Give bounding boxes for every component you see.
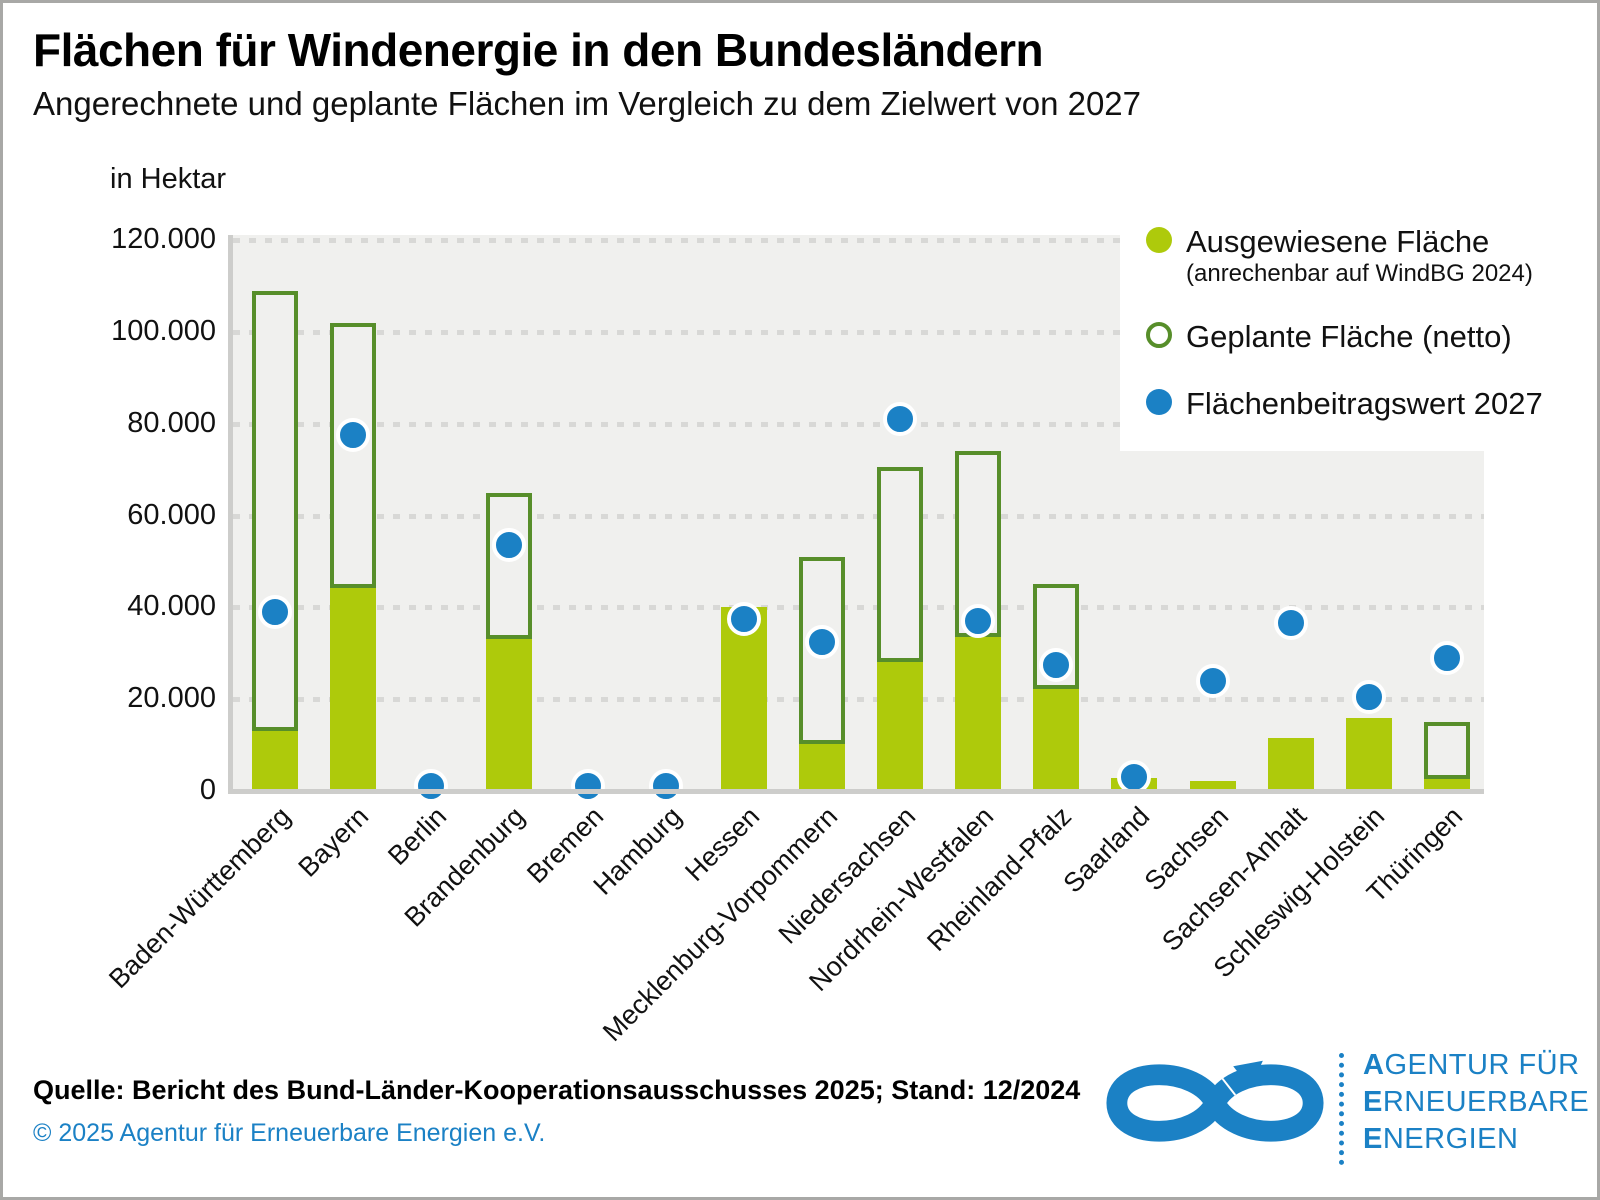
y-tick-label-40000: 40.000	[127, 590, 216, 623]
bar-ausgewiesene-flaeche-Baden-Württemberg	[252, 726, 298, 793]
dot-flaechenbeitragswert-Bayern	[336, 418, 371, 453]
bar-ausgewiesene-flaeche-Thüringen	[1423, 774, 1470, 793]
y-axis-unit-label: in Hektar	[110, 163, 227, 195]
x-axis-baseline	[228, 789, 1484, 794]
logo-line-3: ENERGIEN	[1363, 1123, 1519, 1155]
dot-flaechenbeitragswert-Mecklenburg-Vorpommern	[804, 624, 839, 659]
gridline-100000	[233, 329, 1484, 335]
copyright-note: © 2025 Agentur für Erneuerbare Energien …	[33, 1119, 546, 1147]
bar-geplante-flaeche-Thüringen	[1423, 722, 1470, 779]
y-tick-label-20000: 20.000	[127, 682, 216, 715]
legend	[1120, 211, 1492, 451]
bar-ausgewiesene-flaeche-Nordrhein-Westfalen	[955, 632, 1002, 793]
logo-dotted-divider	[1339, 1053, 1344, 1165]
gridline-40000	[233, 605, 1484, 611]
bar-ausgewiesene-flaeche-Niedersachsen	[877, 657, 923, 793]
logo-wordmark: AGENTUR FÜR ERNEUERBARE ENERGIEN	[1363, 1047, 1589, 1158]
bar-ausgewiesene-flaeche-Sachsen-Anhalt	[1267, 738, 1314, 793]
page-title: Flächen für Windenergie in den Bundeslän…	[33, 24, 1044, 76]
y-tick-label-80000: 80.000	[127, 406, 216, 439]
infinity-arrow-icon	[1106, 1060, 1324, 1142]
gridline-60000	[233, 513, 1484, 519]
page-subtitle: Angerechnete und geplante Flächen im Ver…	[33, 85, 1142, 122]
gridline-20000	[233, 697, 1484, 703]
bar-ausgewiesene-flaeche-Mecklenburg-Vorpommern	[798, 740, 845, 793]
dot-flaechenbeitragswert-Baden-Württemberg	[258, 594, 292, 629]
dot-flaechenbeitragswert-Hessen	[726, 601, 761, 636]
bar-geplante-flaeche-Baden-Württemberg	[252, 290, 298, 731]
agency-logo: AGENTUR FÜR ERNEUERBARE ENERGIEN	[1101, 1041, 1589, 1191]
bar-ausgewiesene-flaeche-Hessen	[720, 607, 767, 793]
bar-ausgewiesene-flaeche-Brandenburg	[486, 634, 533, 793]
y-axis-line	[228, 235, 233, 794]
gridline-120000	[233, 238, 1484, 243]
dot-flaechenbeitragswert-Niedersachsen	[883, 402, 917, 437]
bar-ausgewiesene-flaeche-Bayern	[330, 584, 377, 793]
bar-geplante-flaeche-Brandenburg	[486, 492, 533, 639]
dot-flaechenbeitragswert-Bremen	[570, 769, 605, 804]
bar-geplante-flaeche-Bayern	[330, 322, 377, 589]
dot-flaechenbeitragswert-Sachsen-Anhalt	[1273, 606, 1308, 641]
gridline-80000	[233, 421, 1484, 427]
dot-flaechenbeitragswert-Rheinland-Pfalz	[1039, 647, 1074, 682]
dot-flaechenbeitragswert-Sachsen	[1195, 663, 1230, 698]
legend-marker-flaechenbeitragswert-icon	[1146, 389, 1172, 415]
y-tick-label-0: 0	[199, 774, 216, 806]
logo-line-1: AGENTUR FÜR	[1363, 1049, 1580, 1081]
dot-flaechenbeitragswert-Berlin	[414, 769, 449, 804]
legend-marker-geplante-flaeche-icon	[1146, 322, 1172, 348]
legend-label-flaechenbeitragswert: Flächenbeitragswert 2027	[1186, 386, 1543, 421]
source-note: Quelle: Bericht des Bund-Länder-Kooperat…	[33, 1075, 1081, 1105]
legend-label-geplante-flaeche: Geplante Fläche (netto)	[1186, 319, 1512, 354]
bar-ausgewiesene-flaeche-Schleswig-Holstein	[1345, 717, 1392, 793]
dot-flaechenbeitragswert-Thüringen	[1429, 640, 1464, 675]
dot-flaechenbeitragswert-Hamburg	[648, 769, 683, 804]
legend-label-ausgewiesene-flaeche: Ausgewiesene Fläche	[1186, 224, 1490, 259]
dot-flaechenbeitragswert-Brandenburg	[492, 528, 527, 563]
legend-sublabel-windbg: (anrechenbar auf WindBG 2024)	[1186, 260, 1533, 287]
y-tick-label-60000: 60.000	[127, 498, 216, 531]
legend-marker-ausgewiesene-flaeche-icon	[1146, 227, 1172, 253]
bar-ausgewiesene-flaeche-Rheinland-Pfalz	[1033, 685, 1080, 793]
logo-line-2: ERNEUERBARE	[1363, 1086, 1590, 1118]
dot-flaechenbeitragswert-Schleswig-Holstein	[1351, 679, 1386, 714]
y-tick-label-100000: 100.000	[111, 314, 216, 347]
y-tick-label-120000: 120.000	[111, 223, 216, 255]
dot-flaechenbeitragswert-Nordrhein-Westfalen	[961, 604, 996, 639]
bar-geplante-flaeche-Niedersachsen	[877, 467, 923, 662]
